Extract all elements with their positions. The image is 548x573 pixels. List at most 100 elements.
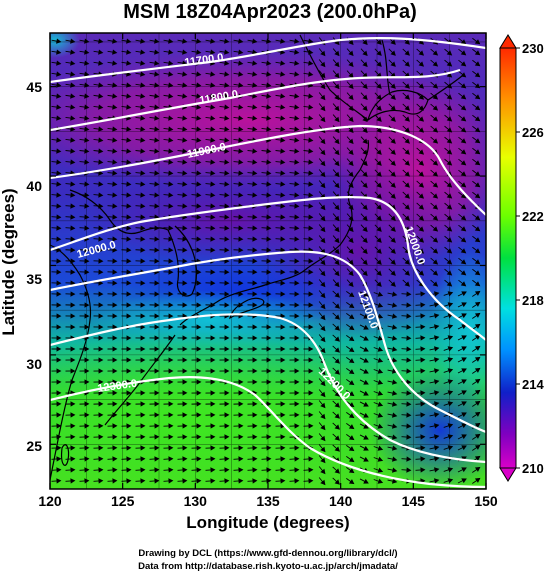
wind-arrow-head xyxy=(377,368,384,374)
wind-arrow-head xyxy=(154,456,160,462)
wind-arrow-head xyxy=(308,401,314,407)
wind-arrow-head xyxy=(182,423,188,429)
wind-arrow-head xyxy=(266,214,272,220)
wind-arrow-head xyxy=(280,82,286,88)
wind-arrow-head xyxy=(224,192,230,198)
wind-arrow-head xyxy=(363,346,369,352)
wind-arrow-head xyxy=(308,203,314,209)
wind-arrow-head xyxy=(210,247,216,253)
wind-arrow-head xyxy=(196,324,202,330)
wind-arrow-head xyxy=(126,258,132,264)
wind-arrow-head xyxy=(432,116,439,122)
y-tick-labels: 25 30 35 40 45 xyxy=(26,79,42,454)
wind-arrow-head xyxy=(363,324,369,330)
wind-arrow-head xyxy=(294,335,300,341)
wind-arrow-head xyxy=(348,237,354,244)
wind-arrow-head xyxy=(391,456,398,462)
wind-arrow-head xyxy=(377,412,384,418)
wind-arrow-head xyxy=(168,324,174,330)
wind-arrow-head xyxy=(474,400,481,406)
wind-arrow-head xyxy=(98,434,104,440)
wind-arrow-head xyxy=(362,270,368,277)
wind-arrow-head xyxy=(334,270,340,277)
wind-arrow-head xyxy=(294,137,300,143)
wind-arrow-head xyxy=(126,247,132,253)
wind-arrow-head xyxy=(418,116,425,122)
wind-arrow-head xyxy=(460,116,467,122)
wind-arrow-head xyxy=(434,313,440,319)
wind-arrow-head xyxy=(238,82,244,88)
wind-arrow-head xyxy=(112,236,118,242)
wind-arrow-head xyxy=(252,104,258,110)
wind-arrow-head xyxy=(390,259,396,265)
wind-arrow-head xyxy=(154,467,160,473)
wind-arrow-head xyxy=(98,302,104,308)
wind-arrow-head xyxy=(461,324,467,330)
wind-arrow-head xyxy=(348,391,355,397)
wind-arrow-head xyxy=(70,192,76,198)
wind-arrow-head xyxy=(391,412,398,418)
wind-arrow-head xyxy=(446,116,453,122)
wind-arrow-head xyxy=(168,401,174,407)
wind-arrow-head xyxy=(210,82,216,88)
wind-arrow-head xyxy=(140,93,146,99)
wind-arrow-head xyxy=(474,301,481,307)
wind-arrow-head xyxy=(154,302,160,308)
wind-arrow-head xyxy=(112,137,118,143)
wind-arrow-head xyxy=(238,324,244,330)
wind-arrow-head xyxy=(294,302,300,308)
wind-arrow-head xyxy=(210,137,216,143)
wind-arrow-head xyxy=(126,203,132,209)
wind-arrow-head xyxy=(391,467,398,473)
wind-arrow-head xyxy=(98,346,104,352)
wind-arrow-head xyxy=(280,60,286,66)
wind-arrow-head xyxy=(320,116,326,123)
wind-arrow-head xyxy=(460,72,467,78)
wind-arrow-head xyxy=(320,149,326,156)
wind-arrow-head xyxy=(280,236,286,242)
wind-arrow-head xyxy=(420,423,426,429)
wind-arrow-head xyxy=(308,368,314,374)
wind-arrow-head xyxy=(252,93,258,99)
wind-arrow-head xyxy=(252,225,258,231)
wind-arrow-head xyxy=(140,148,146,154)
wind-arrow-head xyxy=(334,468,340,474)
wind-arrow-head xyxy=(154,478,160,484)
wind-arrow-head xyxy=(447,357,454,363)
wind-arrow-head xyxy=(182,203,188,209)
wind-arrow-head xyxy=(252,434,258,440)
wind-arrow-head xyxy=(70,346,76,352)
wind-arrow-head xyxy=(238,192,244,198)
wind-arrow-head xyxy=(56,368,62,374)
wind-arrow-head xyxy=(70,368,76,374)
wind-arrow-head xyxy=(168,38,174,44)
wind-arrow-head xyxy=(56,115,62,121)
wind-arrow-head xyxy=(252,456,258,462)
wind-arrow-head xyxy=(406,390,412,396)
wind-arrow-head xyxy=(446,226,453,232)
wind-arrow-head xyxy=(98,104,104,110)
wind-arrow-head xyxy=(391,445,398,451)
wind-arrow-head xyxy=(447,445,454,451)
wind-arrow-head xyxy=(196,71,202,77)
wind-arrow-head xyxy=(224,38,230,44)
wind-arrow-head xyxy=(308,181,314,187)
korea-peninsula xyxy=(167,225,198,297)
wind-arrow-head xyxy=(140,126,146,132)
wind-arrow-head xyxy=(154,181,160,187)
wind-arrow-head xyxy=(182,38,188,44)
wind-arrow-head xyxy=(334,215,340,222)
wind-arrow-head xyxy=(280,412,286,418)
wind-arrow-head xyxy=(334,182,340,189)
wind-arrow-head xyxy=(474,160,481,166)
wind-arrow-head xyxy=(390,83,396,89)
japan-kyushu-honshu xyxy=(179,139,370,326)
wind-arrow-head xyxy=(140,335,146,341)
wind-arrow-head xyxy=(447,368,454,374)
wind-arrow-head xyxy=(294,478,300,484)
wind-arrow-head xyxy=(98,225,104,231)
wind-arrow-head xyxy=(210,181,216,187)
wind-arrow-head xyxy=(252,423,258,429)
wind-arrow-head xyxy=(112,313,118,319)
wind-arrow-head xyxy=(252,467,258,473)
